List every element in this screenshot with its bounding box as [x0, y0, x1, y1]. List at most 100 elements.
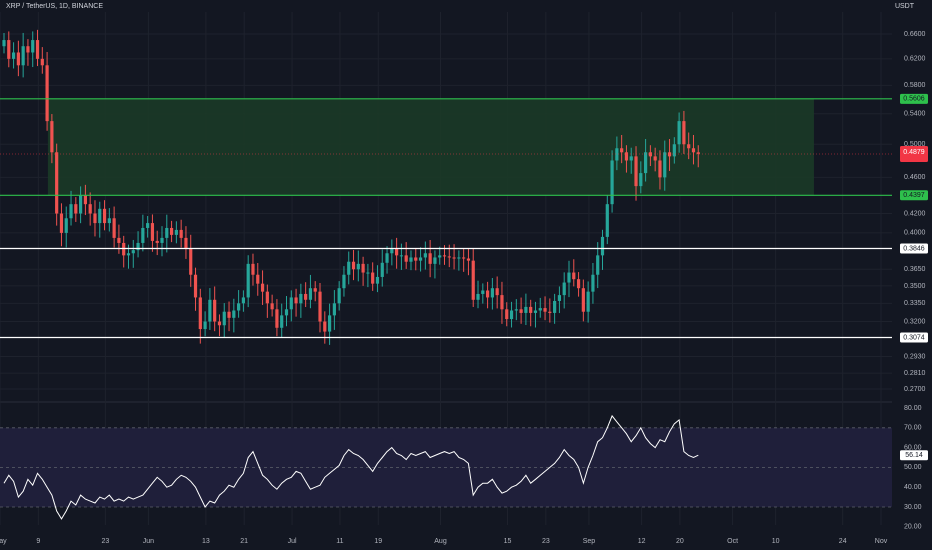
- candle-body[interactable]: [241, 297, 246, 304]
- candle-body[interactable]: [524, 306, 528, 313]
- candle-body[interactable]: [280, 315, 284, 328]
- candle-body[interactable]: [500, 295, 504, 310]
- candle-body[interactable]: [304, 293, 308, 300]
- candle-body[interactable]: [682, 121, 686, 145]
- candle-body[interactable]: [59, 213, 64, 233]
- candle-body[interactable]: [371, 272, 375, 284]
- candle-body[interactable]: [313, 288, 317, 292]
- candle-body[interactable]: [562, 282, 566, 296]
- candle-body[interactable]: [2, 40, 6, 47]
- candle-body[interactable]: [462, 257, 466, 259]
- candle-body[interactable]: [7, 40, 11, 59]
- candle-body[interactable]: [213, 299, 217, 322]
- candle-body[interactable]: [150, 223, 155, 241]
- candle-body[interactable]: [337, 288, 341, 304]
- candle-body[interactable]: [308, 288, 313, 300]
- candle-body[interactable]: [390, 248, 394, 254]
- candle-body[interactable]: [165, 227, 169, 238]
- candle-body[interactable]: [327, 315, 332, 332]
- candle-body[interactable]: [174, 229, 178, 235]
- candle-body[interactable]: [342, 274, 346, 289]
- candle-body[interactable]: [356, 263, 360, 270]
- candle-body[interactable]: [409, 257, 413, 262]
- candle-body[interactable]: [265, 291, 269, 304]
- candle-body[interactable]: [50, 121, 54, 153]
- candle-body[interactable]: [107, 218, 111, 224]
- candle-body[interactable]: [514, 309, 518, 311]
- candle-body[interactable]: [586, 291, 590, 312]
- candle-body[interactable]: [485, 290, 490, 298]
- candle-body[interactable]: [83, 195, 87, 205]
- candle-body[interactable]: [318, 291, 322, 322]
- candle-body[interactable]: [208, 299, 212, 322]
- candle-body[interactable]: [691, 148, 696, 153]
- candle-body[interactable]: [428, 253, 432, 264]
- candle-body[interactable]: [122, 242, 126, 256]
- candle-body[interactable]: [74, 204, 78, 214]
- candle-body[interactable]: [93, 213, 97, 224]
- candle-body[interactable]: [351, 261, 356, 270]
- candle-body[interactable]: [591, 274, 595, 292]
- candle-body[interactable]: [126, 253, 131, 256]
- candle-body[interactable]: [677, 121, 681, 145]
- candle-body[interactable]: [495, 288, 499, 296]
- candle-body[interactable]: [457, 257, 461, 259]
- candle-body[interactable]: [361, 263, 365, 273]
- candle-body[interactable]: [79, 195, 83, 214]
- candle-body[interactable]: [581, 288, 585, 312]
- candle-body[interactable]: [169, 227, 174, 235]
- candle-body[interactable]: [543, 308, 547, 312]
- candle-body[interactable]: [227, 311, 231, 318]
- candle-body[interactable]: [270, 303, 274, 310]
- candle-body[interactable]: [438, 255, 442, 258]
- candle-body[interactable]: [69, 204, 73, 219]
- candle-body[interactable]: [639, 173, 643, 187]
- candle-body[interactable]: [418, 257, 423, 261]
- candle-body[interactable]: [519, 309, 523, 313]
- candle-body[interactable]: [117, 237, 121, 243]
- candle-body[interactable]: [672, 144, 676, 157]
- candle-body[interactable]: [605, 204, 609, 237]
- candle-body[interactable]: [399, 255, 404, 257]
- candle-body[interactable]: [193, 274, 198, 298]
- candle-body[interactable]: [299, 293, 303, 304]
- candle-body[interactable]: [35, 40, 40, 59]
- candle-body[interactable]: [136, 242, 140, 251]
- candle-body[interactable]: [64, 218, 68, 233]
- candle-body[interactable]: [380, 262, 384, 277]
- candle-body[interactable]: [481, 290, 485, 294]
- candle-body[interactable]: [31, 40, 35, 53]
- candle-body[interactable]: [375, 276, 380, 284]
- candle-body[interactable]: [620, 148, 624, 153]
- candle-body[interactable]: [548, 311, 552, 313]
- candle-body[interactable]: [256, 274, 260, 284]
- candle-body[interactable]: [275, 309, 279, 328]
- candle-body[interactable]: [246, 263, 250, 298]
- candle-body[interactable]: [11, 52, 16, 59]
- candle-body[interactable]: [423, 253, 427, 258]
- candle-body[interactable]: [615, 148, 619, 161]
- candle-body[interactable]: [98, 208, 102, 224]
- candle-body[interactable]: [471, 260, 475, 300]
- candle-body[interactable]: [490, 288, 494, 298]
- candle-body[interactable]: [260, 283, 265, 292]
- candle-body[interactable]: [189, 248, 193, 275]
- candle-body[interactable]: [414, 257, 418, 261]
- candle-body[interactable]: [509, 310, 514, 320]
- candle-body[interactable]: [26, 46, 30, 53]
- candle-body[interactable]: [395, 248, 399, 256]
- candle-body[interactable]: [332, 303, 336, 316]
- candle-body[interactable]: [553, 300, 557, 313]
- candle-body[interactable]: [658, 160, 662, 178]
- candle-body[interactable]: [653, 156, 657, 161]
- candle-body[interactable]: [476, 293, 480, 300]
- candle-body[interactable]: [160, 237, 164, 243]
- candle-body[interactable]: [533, 310, 538, 313]
- candle-body[interactable]: [624, 152, 629, 161]
- candle-body[interactable]: [404, 255, 408, 262]
- candle-body[interactable]: [222, 311, 226, 326]
- candle-body[interactable]: [237, 303, 241, 311]
- candle-body[interactable]: [323, 321, 327, 332]
- candle-body[interactable]: [538, 308, 542, 311]
